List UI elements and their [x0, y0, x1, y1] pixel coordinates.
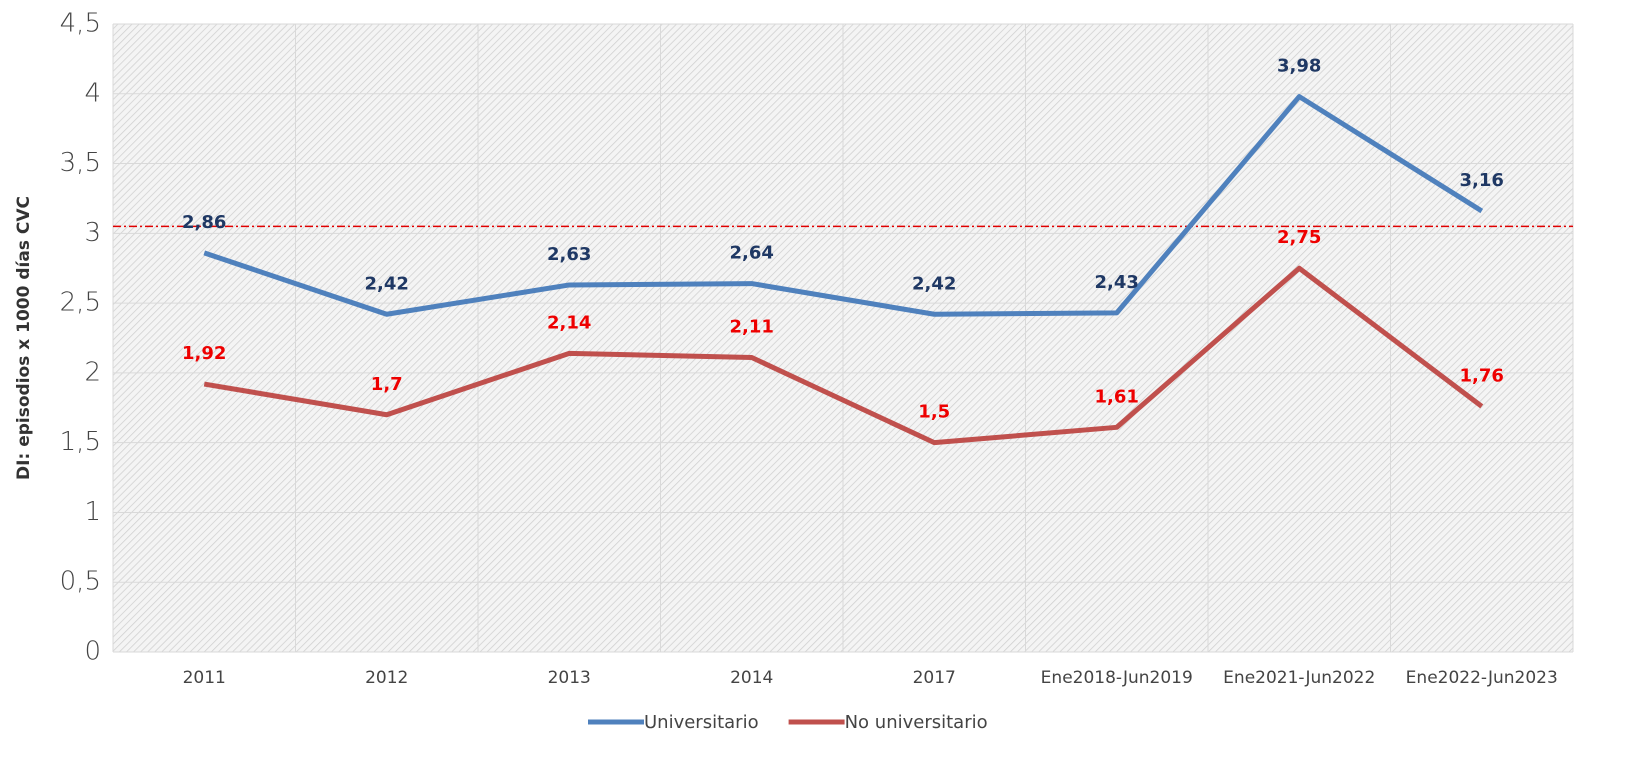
x-tick-label: Ene2018-Jun2019	[1041, 668, 1193, 688]
value-label: 2,11	[730, 317, 774, 338]
y-tick-label: 0,5	[60, 567, 101, 597]
value-label: 2,75	[1277, 227, 1321, 248]
series-line	[203, 94, 1484, 317]
y-tick-label: 3,5	[60, 148, 101, 178]
x-tick-label: 2017	[913, 668, 956, 688]
value-label: 2,64	[730, 243, 774, 264]
x-tick-label: 2011	[183, 668, 226, 688]
y-axis-label: DI: episodios x 1000 días CVC	[14, 196, 34, 480]
legend-label: Universitario	[644, 712, 759, 733]
y-tick-label: 1,5	[60, 427, 101, 457]
value-label: 2,14	[547, 312, 591, 333]
value-label: 2,42	[912, 273, 956, 294]
x-tick-label: 2014	[730, 668, 773, 688]
x-tick-label: 2013	[548, 668, 591, 688]
value-label: 1,92	[182, 343, 226, 364]
value-label: 1,7	[371, 374, 403, 395]
y-tick-label: 1	[84, 497, 101, 527]
legend-label: No universitario	[845, 712, 988, 733]
y-tick-label: 0	[84, 637, 101, 667]
y-tick-label: 4,5	[60, 9, 101, 39]
y-tick-label: 2,5	[60, 288, 101, 318]
value-label: 3,98	[1277, 56, 1321, 77]
value-label: 2,43	[1095, 272, 1139, 293]
y-tick-label: 2	[84, 357, 101, 387]
value-label: 2,86	[182, 212, 226, 233]
x-tick-label: Ene2022-Jun2023	[1406, 668, 1558, 688]
value-label: 2,63	[547, 244, 591, 265]
value-label: 1,76	[1460, 365, 1504, 386]
value-label: 3,16	[1460, 170, 1504, 191]
x-tick-label: Ene2021-Jun2022	[1223, 668, 1375, 688]
value-label: 2,42	[365, 273, 409, 294]
series-line	[203, 265, 1484, 446]
x-tick-label: 2012	[365, 668, 408, 688]
y-tick-label: 4	[84, 78, 101, 108]
value-label: 1,61	[1095, 386, 1139, 407]
value-label: 1,5	[918, 402, 950, 423]
y-tick-label: 3	[84, 218, 101, 248]
